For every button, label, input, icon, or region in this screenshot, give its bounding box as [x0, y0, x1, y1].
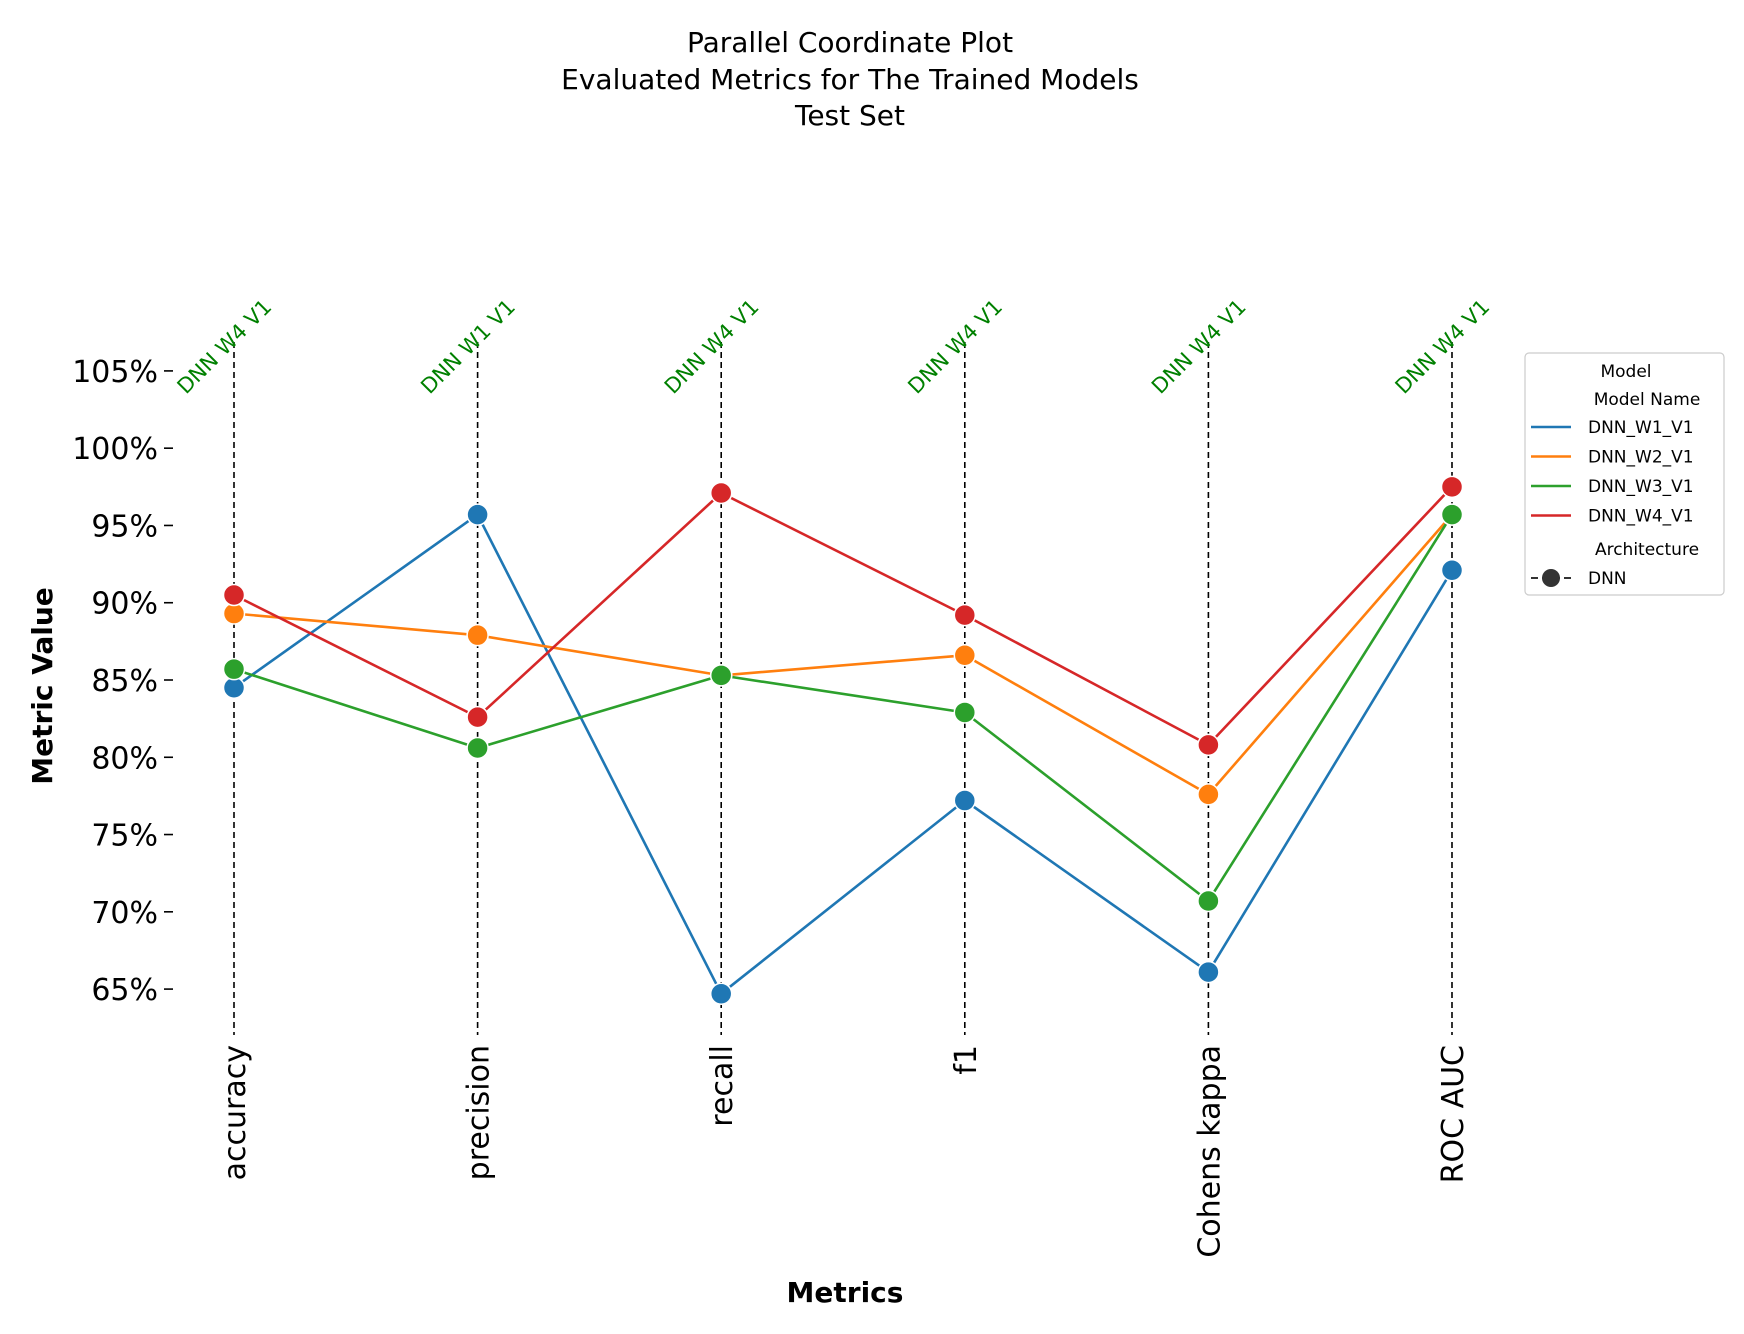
series-line-dnn-w1-v1 [233, 513, 1454, 996]
x-tick-label-f1: f1 [949, 1045, 984, 1075]
x-tick-label-recall: recall [705, 1045, 740, 1127]
series-lines [233, 485, 1454, 996]
title-line-2: Evaluated Metrics for The Trained Models [561, 63, 1139, 96]
y-axis-title: Metric Value [26, 587, 59, 785]
best-model-labels: DNN W4 V1 DNN W1 V1 DNN W4 V1 DNN W4 V1 DNN … [173, 295, 1495, 399]
x-tick-label-accuracy: accuracy [218, 1045, 253, 1180]
data-point-dnn-w4-v1-cohens-kappa [1197, 733, 1220, 757]
data-point-dnn-w3-v1-accuracy [222, 657, 246, 681]
legend-frame [1524, 352, 1725, 596]
data-point-dnn-w1-v1-roc-auc [1440, 559, 1464, 582]
y-tick-label: 75% [91, 819, 158, 854]
data-point-dnn-w3-v1-precision [466, 736, 489, 760]
legend-label-dnn-w4-v1: DNN_W4_V1 [1588, 507, 1694, 527]
data-point-dnn-w1-v1-precision [466, 503, 489, 526]
best-model-label-cohens-kappa: DNN W4 V1 [1147, 295, 1251, 399]
series-points [222, 475, 1464, 1005]
title-line-1: Parallel Coordinate Plot [687, 26, 1013, 59]
data-point-dnn-w3-v1-f1 [953, 701, 977, 724]
data-point-dnn-w4-v1-accuracy [222, 583, 246, 607]
x-axis: accuracy precision recall f1 Cohens kappa ROC… [218, 1045, 1471, 1258]
y-tick-label: 100% [72, 432, 158, 467]
data-point-dnn-w1-v1-f1 [953, 789, 977, 812]
legend-title: Model [1600, 362, 1651, 382]
data-point-dnn-w2-v1-f1 [953, 644, 977, 667]
y-tick-label: 65% [91, 973, 158, 1008]
data-point-dnn-w3-v1-cohens-kappa [1197, 889, 1220, 913]
best-model-label-recall: DNN W4 V1 [660, 295, 764, 399]
data-point-dnn-w1-v1-cohens-kappa [1197, 960, 1220, 984]
legend-subtitle-model-name: Model Name [1594, 390, 1701, 410]
best-model-label-roc-auc: DNN W4 V1 [1391, 295, 1495, 399]
legend-subtitle-architecture: Architecture [1595, 540, 1699, 560]
data-point-dnn-w3-v1-roc-auc [1440, 503, 1464, 526]
y-axis: 65% 70% 75% 80% 85% 90% 95% 100% 105% [72, 355, 173, 1008]
data-point-dnn-w4-v1-precision [466, 705, 489, 729]
series-line-dnn-w2-v1 [233, 513, 1453, 796]
data-point-dnn-w4-v1-roc-auc [1440, 475, 1464, 499]
x-tick-label-roc-auc: ROC AUC [1436, 1045, 1471, 1183]
legend-entries: DNN_W1_V1 DNN_W2_V1 DNN_W3_V1 DNN_W4_V1 [1531, 418, 1694, 527]
legend-marker-dot [1542, 569, 1560, 587]
y-tick-label: 90% [91, 587, 158, 622]
axis-lines [233, 342, 1453, 1035]
data-point-dnn-w2-v1-precision [466, 623, 489, 647]
y-tick-label: 85% [91, 664, 158, 699]
best-model-label-accuracy: DNN W4 V1 [173, 295, 277, 399]
chart-title: Parallel Coordinate Plot Evaluated Metri… [561, 26, 1139, 132]
x-axis-title: Metrics [787, 1276, 904, 1309]
best-model-label-f1: DNN W4 V1 [903, 295, 1007, 399]
legend-label-dnn-w3-v1: DNN_W3_V1 [1588, 477, 1694, 497]
legend: Model Model Name DNN_W1_V1DNN_W2_V1DNN_W… [1524, 352, 1725, 596]
series-line-dnn-w4-v1 [233, 485, 1453, 747]
title-line-3: Test Set [794, 99, 905, 132]
data-point-dnn-w1-v1-recall [709, 982, 733, 1005]
series-line-dnn-w3-v1 [233, 513, 1454, 903]
y-tick-label: 95% [91, 509, 158, 544]
x-tick-label-cohens-kappa: Cohens kappa [1192, 1045, 1227, 1258]
y-tick-label: 70% [91, 896, 158, 931]
y-tick-label: 80% [91, 741, 158, 776]
data-point-dnn-w4-v1-recall [709, 481, 733, 505]
legend-label-dnn-w1-v1: DNN_W1_V1 [1588, 418, 1694, 438]
x-tick-label-precision: precision [462, 1045, 497, 1180]
legend-marker-label: DNN [1588, 569, 1627, 589]
best-model-label-precision: DNN W1 V1 [416, 295, 520, 399]
y-tick-label: 105% [72, 355, 158, 390]
data-point-dnn-w4-v1-f1 [953, 603, 977, 627]
legend-label-dnn-w2-v1: DNN_W2_V1 [1588, 448, 1694, 468]
data-point-dnn-w3-v1-recall [709, 664, 733, 687]
data-point-dnn-w2-v1-cohens-kappa [1197, 783, 1220, 806]
